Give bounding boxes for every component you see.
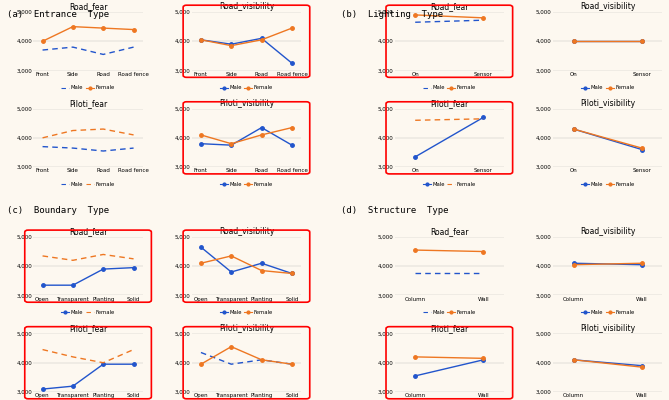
Title: Road_fear: Road_fear — [69, 2, 107, 11]
Legend: Male, Female: Male, Female — [579, 83, 636, 92]
Legend: Male, Female: Male, Female — [421, 308, 478, 317]
Title: Road_visibility: Road_visibility — [580, 227, 636, 236]
Legend: Male, Female: Male, Female — [421, 180, 478, 189]
Legend: Male, Female: Male, Female — [579, 180, 636, 189]
Legend: Male, Female: Male, Female — [60, 83, 117, 92]
Title: Piloti_fear: Piloti_fear — [69, 324, 107, 333]
Title: Piloti_fear: Piloti_fear — [430, 99, 468, 108]
Legend: Male, Female: Male, Female — [217, 180, 275, 189]
Title: Piloti_visibility: Piloti_visibility — [580, 99, 636, 108]
Title: Road_visibility: Road_visibility — [580, 2, 636, 11]
Text: (d)  Structure  Type: (d) Structure Type — [341, 206, 449, 215]
Text: (b)  Lighting  Type: (b) Lighting Type — [341, 10, 444, 19]
Title: Road_fear: Road_fear — [430, 2, 468, 11]
Title: Piloti_fear: Piloti_fear — [69, 99, 107, 108]
Title: Road_visibility: Road_visibility — [219, 227, 274, 236]
Legend: Male, Female: Male, Female — [421, 83, 478, 92]
Text: (c)  Boundary  Type: (c) Boundary Type — [7, 206, 109, 215]
Legend: Male, Female: Male, Female — [579, 308, 636, 317]
Title: Road_fear: Road_fear — [69, 227, 107, 236]
Legend: Male, Female: Male, Female — [217, 83, 275, 92]
Legend: Male, Female: Male, Female — [60, 180, 117, 189]
Legend: Male, Female: Male, Female — [60, 308, 117, 317]
Title: Road_fear: Road_fear — [430, 227, 468, 236]
Title: Piloti_visibility: Piloti_visibility — [580, 324, 636, 333]
Title: Road_visibility: Road_visibility — [219, 2, 274, 11]
Text: (a)  Entrance  Type: (a) Entrance Type — [7, 10, 109, 19]
Title: Piloti_visibility: Piloti_visibility — [219, 324, 274, 333]
Title: Piloti_fear: Piloti_fear — [430, 324, 468, 333]
Title: Piloti_visibility: Piloti_visibility — [219, 99, 274, 108]
Legend: Male, Female: Male, Female — [217, 308, 275, 317]
